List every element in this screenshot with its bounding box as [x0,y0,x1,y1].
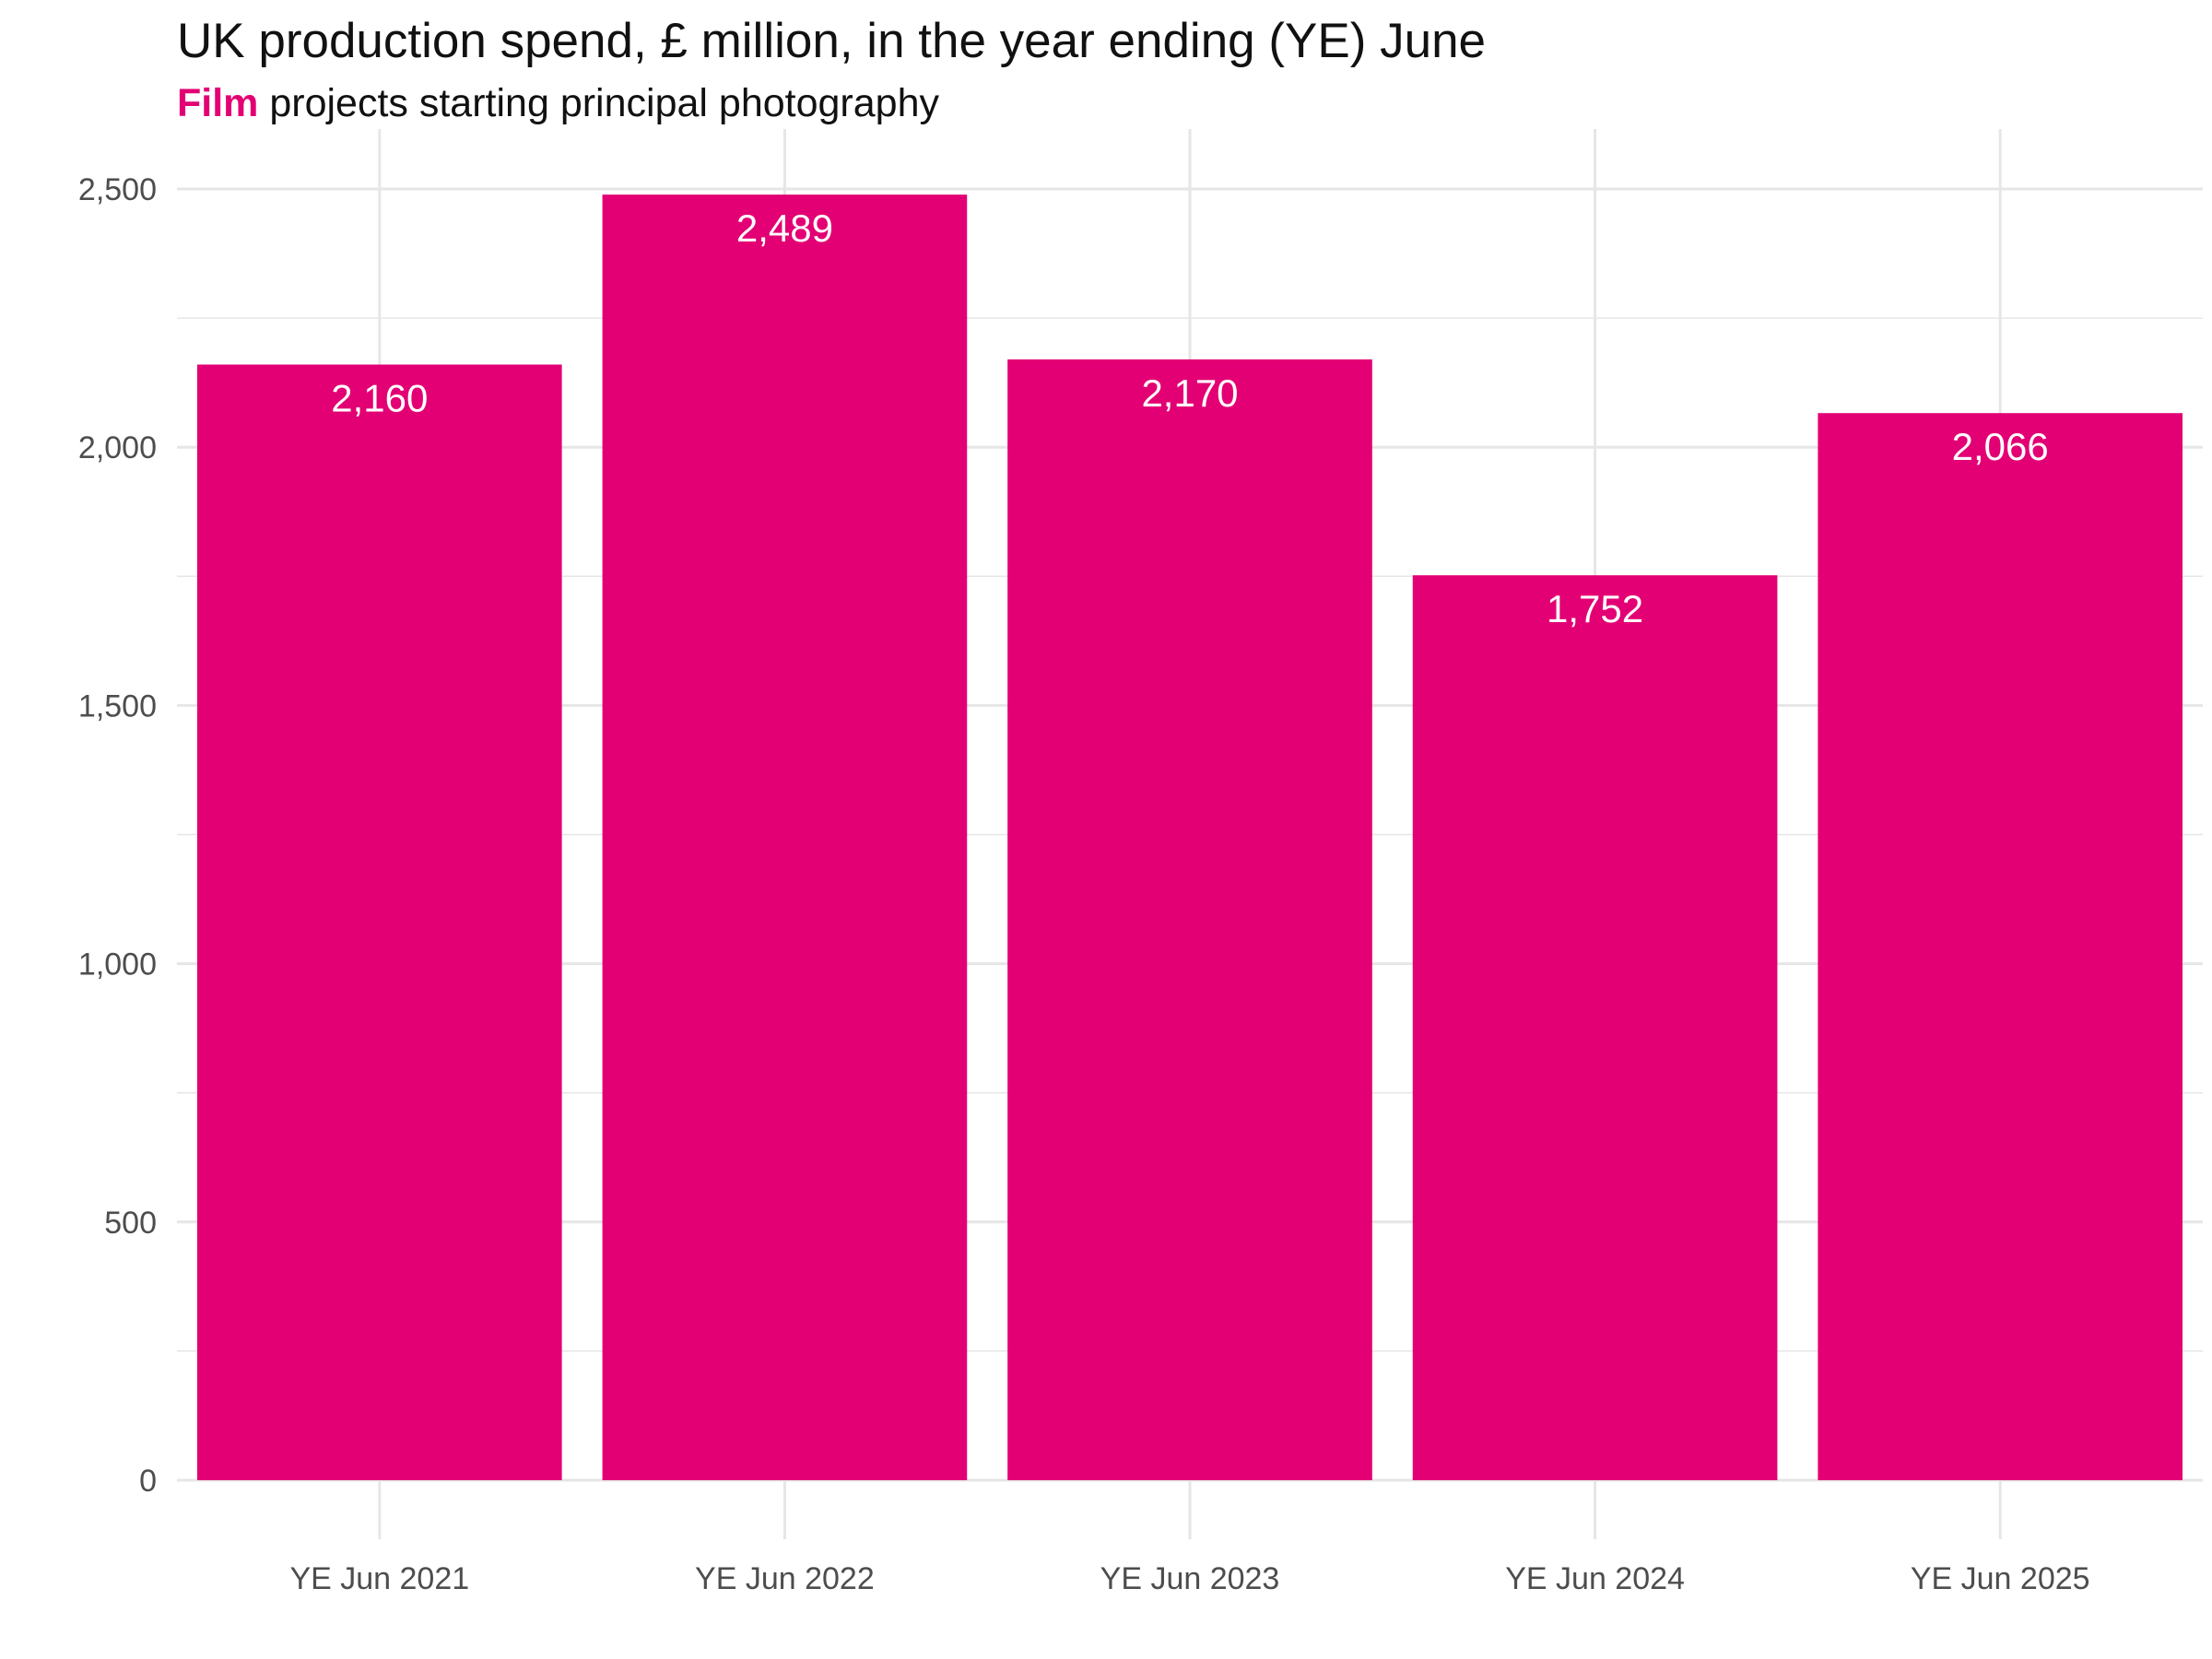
bar [602,194,968,1480]
x-tick-label: YE Jun 2024 [1505,1561,1685,1596]
bar [1818,413,2183,1480]
x-tick-label: YE Jun 2025 [1911,1561,2090,1596]
bar [196,364,562,1480]
subtitle-rest: projects starting principal photography [258,81,939,125]
y-tick-label: 2,500 [78,172,157,207]
bar-value-label: 2,066 [1952,425,2049,468]
y-tick-label: 500 [104,1206,157,1241]
x-axis-ticks: YE Jun 2021 YE Jun 2022 YE Jun 2023 YE Jun … [289,1561,2089,1596]
y-axis-ticks: 0 500 1,000 1,500 2,000 2,500 [78,172,157,1499]
chart-title: UK production spend, £ million, in the y… [177,14,1487,68]
bar-value-label: 1,752 [1547,587,1643,630]
x-tick-label: YE Jun 2023 [1100,1561,1280,1596]
x-tick-label: YE Jun 2021 [289,1561,469,1596]
y-tick-label: 0 [139,1464,157,1499]
bar-value-label: 2,170 [1141,371,1238,415]
bar-labels: 2,160 2,489 2,170 1,752 2,066 [331,206,2049,630]
bar-value-label: 2,160 [331,377,428,420]
bar [1007,359,1372,1480]
subtitle-highlight: Film [177,81,259,125]
x-tick-label: YE Jun 2022 [695,1561,875,1596]
bars [196,194,2183,1480]
y-tick-label: 1,500 [78,688,157,724]
bar-value-label: 2,489 [736,206,833,250]
chart-subtitle: Film projects starting principal photogr… [177,81,939,126]
y-tick-label: 1,000 [78,947,157,982]
y-tick-label: 2,000 [78,430,157,465]
bar [1412,575,1778,1480]
